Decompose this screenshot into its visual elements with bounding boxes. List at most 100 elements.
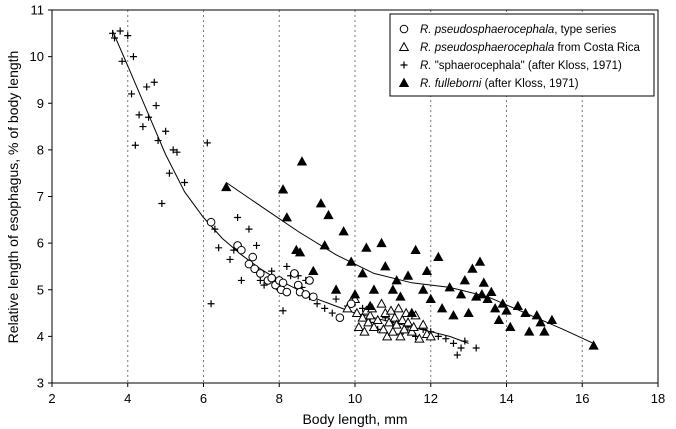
data-point	[207, 300, 215, 308]
data-point	[467, 263, 478, 273]
data-point	[497, 298, 508, 308]
data-point	[383, 317, 395, 327]
data-point	[129, 53, 137, 61]
data-point	[459, 275, 470, 285]
data-point	[397, 314, 408, 324]
data-point	[501, 305, 512, 315]
data-point	[359, 326, 370, 336]
y-axis: 3 4 5 6 7 8 9 10 11	[30, 3, 52, 391]
data-point	[421, 265, 433, 276]
data-point	[418, 284, 429, 294]
data-point	[387, 284, 399, 294]
data-point	[237, 245, 246, 255]
data-point	[376, 237, 387, 248]
data-point	[395, 331, 406, 341]
data-point	[158, 199, 166, 207]
data-point	[253, 241, 261, 249]
data-point	[226, 255, 234, 263]
data-point	[406, 326, 417, 336]
data-point	[361, 242, 372, 252]
y-tick-label: 3	[37, 376, 44, 391]
data-point	[478, 277, 489, 287]
data-point	[457, 344, 465, 352]
y-tick-label: 7	[37, 189, 44, 204]
x-tick-label: 14	[499, 391, 513, 406]
data-point	[109, 29, 117, 37]
x-tick-label: 2	[48, 391, 55, 406]
data-point	[110, 34, 118, 42]
data-point	[162, 127, 170, 135]
data-point	[234, 213, 242, 221]
data-point	[211, 225, 219, 233]
data-point	[328, 309, 336, 317]
data-point	[346, 256, 357, 266]
legend-marker	[400, 61, 408, 69]
data-point	[357, 268, 368, 278]
data-point	[145, 113, 153, 121]
y-tick-label: 5	[37, 282, 44, 297]
data-point	[309, 292, 318, 302]
data-point	[277, 184, 289, 194]
x-tick-label: 10	[348, 391, 362, 406]
data-point	[248, 252, 258, 262]
y-tick-label: 10	[30, 49, 44, 64]
x-tick-label: 12	[424, 391, 438, 406]
data-point	[278, 278, 288, 288]
data-point	[346, 299, 356, 309]
data-point	[319, 240, 330, 250]
data-point	[260, 281, 268, 289]
data-point	[165, 169, 173, 177]
y-tick-label: 8	[37, 142, 44, 157]
data-point	[368, 284, 380, 294]
data-point	[268, 267, 276, 275]
data-point	[395, 291, 406, 301]
data-point	[139, 123, 147, 131]
data-point	[476, 289, 488, 299]
data-point	[245, 225, 253, 233]
data-point	[418, 319, 429, 329]
data-point	[305, 276, 314, 285]
data-point	[486, 286, 497, 297]
y-tick-label: 11	[31, 3, 45, 18]
x-tick-label: 8	[276, 391, 283, 406]
legend-box	[389, 13, 655, 97]
data-point	[472, 344, 480, 352]
data-point	[256, 276, 264, 284]
data-point	[436, 303, 448, 313]
data-point	[524, 326, 535, 336]
data-point	[221, 181, 232, 192]
data-point	[321, 304, 329, 312]
data-point	[372, 314, 383, 324]
data-point	[323, 209, 334, 220]
data-point	[215, 244, 223, 252]
data-point	[342, 303, 353, 313]
legend-entry-label: R. pseudosphaerocephala from Costa Rica	[420, 42, 641, 54]
legend-entry-label: R. pseudosphaerocephala, type series	[420, 24, 617, 36]
legend-marker	[398, 77, 410, 87]
data-point	[173, 148, 181, 156]
data-point	[442, 335, 450, 343]
data-point	[387, 326, 399, 336]
x-tick-label: 16	[575, 391, 589, 406]
x-tick-label: 18	[651, 391, 665, 406]
data-point	[256, 269, 265, 278]
data-point	[410, 244, 421, 255]
data-point	[378, 324, 389, 334]
data-point	[365, 310, 376, 320]
data-point	[425, 293, 436, 304]
data-point	[349, 289, 361, 299]
data-point	[152, 102, 160, 110]
legend: R. pseudosphaerocephala, type series R. p…	[389, 13, 655, 97]
data-point	[391, 275, 402, 285]
data-point	[433, 251, 444, 262]
data-point	[489, 303, 501, 313]
data-point	[402, 317, 414, 327]
legend-entry-label: R. fulleborni (after Kloss, 1971)	[420, 78, 579, 90]
data-point	[546, 314, 558, 324]
data-point	[128, 90, 136, 98]
data-point	[169, 146, 177, 154]
data-point	[250, 264, 259, 274]
data-point	[444, 282, 455, 292]
data-point	[293, 280, 303, 290]
legend-marker	[398, 41, 410, 51]
